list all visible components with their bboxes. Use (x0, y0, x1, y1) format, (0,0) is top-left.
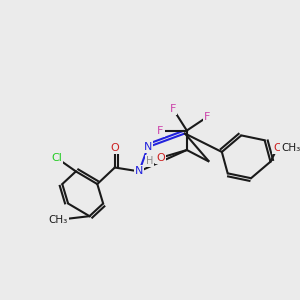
Text: F: F (170, 104, 176, 114)
Text: H: H (146, 156, 154, 166)
Text: CH₃: CH₃ (281, 143, 300, 153)
Text: F: F (158, 125, 164, 136)
Text: N: N (135, 167, 143, 176)
Text: Cl: Cl (51, 153, 62, 163)
Text: CH₃: CH₃ (49, 215, 68, 225)
Text: N: N (144, 142, 152, 152)
Text: O: O (156, 153, 165, 163)
Text: O: O (110, 143, 119, 153)
Text: F: F (204, 112, 210, 122)
Text: O: O (273, 143, 282, 153)
